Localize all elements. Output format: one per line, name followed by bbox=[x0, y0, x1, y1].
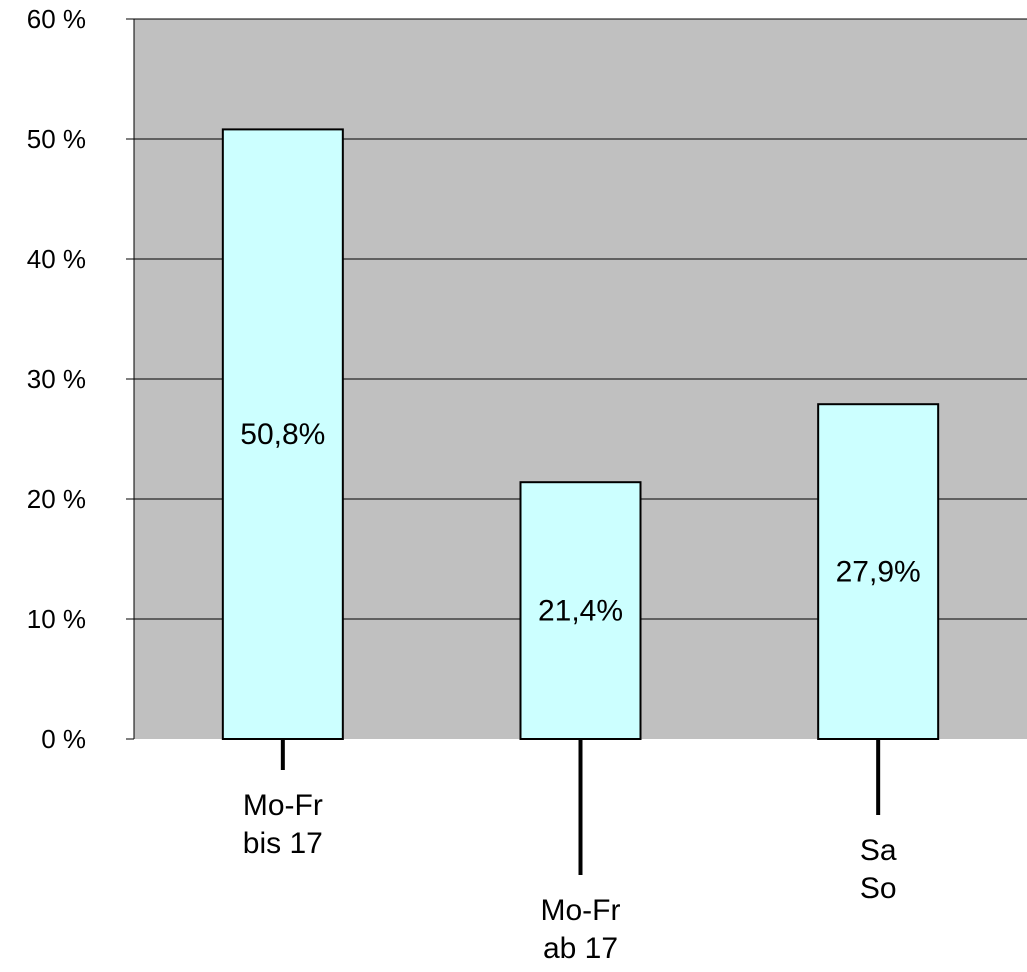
y-tick-label: 0 % bbox=[41, 724, 86, 754]
category-label: ab 17 bbox=[543, 932, 618, 965]
bar bbox=[519, 481, 642, 740]
category-labels: Mo-Fr bis 17 Mo-Fr ab 17 Sa So bbox=[243, 739, 897, 965]
bars: 50,8% 21,4% 27,9% bbox=[221, 128, 940, 740]
bar bbox=[221, 128, 344, 740]
y-tick-label: 30 % bbox=[27, 364, 86, 394]
y-tick-label: 40 % bbox=[27, 244, 86, 274]
bar-data-label: 50,8% bbox=[240, 418, 325, 451]
y-axis-ticks: 0 % 10 % 20 % 30 % 40 % 50 % 60 % bbox=[27, 4, 134, 754]
category-label: Mo-Fr bbox=[243, 789, 323, 822]
category-label: bis 17 bbox=[243, 827, 323, 860]
category-label: Mo-Fr bbox=[541, 894, 621, 927]
y-tick-label: 50 % bbox=[27, 124, 86, 154]
bar bbox=[817, 403, 940, 740]
bar-data-label: 27,9% bbox=[836, 556, 921, 589]
category-label: So bbox=[860, 872, 897, 905]
y-tick-label: 10 % bbox=[27, 604, 86, 634]
y-tick-label: 20 % bbox=[27, 484, 86, 514]
y-tick-label: 60 % bbox=[27, 4, 86, 34]
bar-data-label: 21,4% bbox=[538, 595, 623, 628]
category-label: Sa bbox=[860, 834, 897, 867]
